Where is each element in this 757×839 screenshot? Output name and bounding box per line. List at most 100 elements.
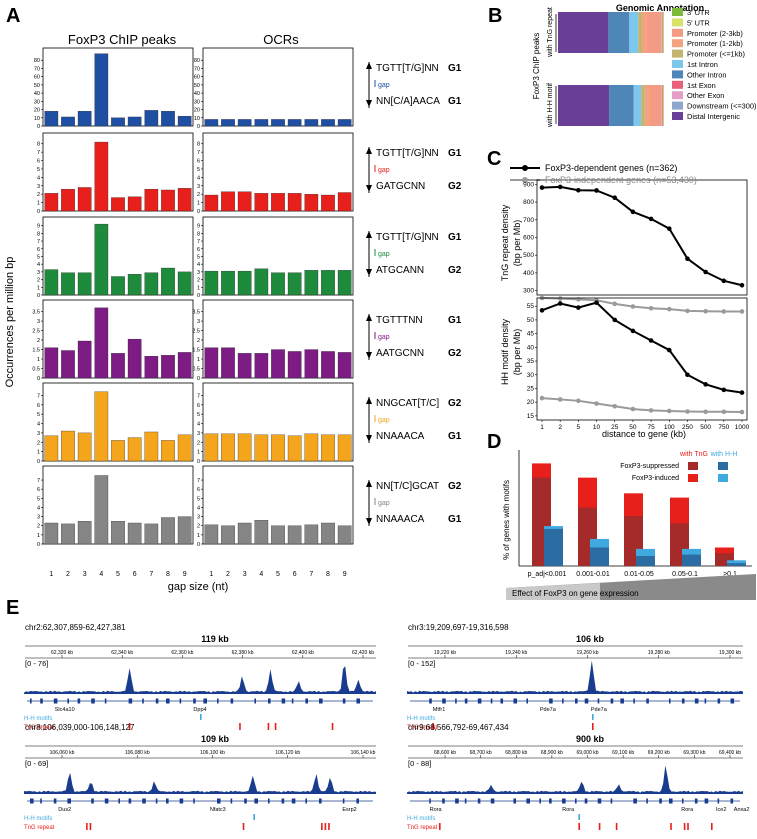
panel-a-motif-top: TGTTTNN	[376, 315, 423, 326]
panel-c-point	[685, 308, 690, 314]
panel-a-chip-bar	[161, 111, 175, 127]
panel-a-chip-bar	[177, 352, 192, 379]
panel-a-ytick-label: 6	[197, 487, 200, 493]
panel-a-chip-bar	[111, 276, 125, 296]
panel-e-gene-name: Ice2	[716, 807, 726, 813]
panel-c-xtick-label: 500	[700, 424, 711, 431]
panel-a-ocr-bar	[237, 270, 252, 296]
panel-e-exon	[281, 698, 286, 704]
panel-a-chip-bar	[111, 117, 125, 127]
panel-c-point	[612, 301, 618, 307]
panel-a-motif-top: TGTT[T/G]NN	[376, 148, 439, 159]
panel-e-ruler-label: 69,400 kb	[719, 750, 741, 756]
panel-b-legend-swatch	[672, 112, 683, 120]
panel-a-ocr-bar	[304, 194, 319, 212]
panel-b-segment	[662, 12, 664, 53]
panel-a-ytick-label: 0.5	[192, 367, 200, 373]
panel-a-ocr-bar	[221, 525, 235, 545]
panel-d-swatch-hh-induced	[718, 474, 728, 482]
panel-a-motif-top: TGTT[T/G]NN	[376, 63, 439, 74]
panel-c-point	[666, 347, 672, 353]
panel-a-ytick-label: 7	[197, 478, 200, 484]
panel-a-xtick-label: 9	[343, 571, 347, 578]
panel-e-tng-mark	[687, 823, 689, 830]
panel-a-ytick-label: 2	[197, 440, 200, 446]
panel-a-ytick-label: 40	[34, 91, 40, 97]
panel-c-point	[612, 195, 618, 200]
panel-a-xtick-label: 9	[183, 571, 187, 578]
panel-e-exon	[549, 698, 553, 704]
panel-a-motif-top: TGTT[T/G]NN	[376, 232, 439, 243]
panel-a-chip-bar	[177, 115, 192, 127]
panel-a-chip-bar	[177, 271, 192, 296]
panel-e-exon	[646, 798, 648, 804]
panel-a-ocr-bar	[271, 119, 285, 127]
panel-d-xtick-label: p_adj<0.001	[528, 571, 567, 578]
panel-e-exon	[67, 798, 71, 804]
panel-e-exon	[142, 698, 144, 704]
panel-e-exon	[668, 698, 671, 704]
panel-a-chip-bar	[161, 355, 175, 379]
panel-a-motif-arrow-up-icon	[366, 314, 372, 321]
panel-a-ytick-label: 0	[37, 459, 40, 465]
panel-e-tng-mark	[670, 823, 672, 830]
panel-a-chip-bar	[77, 272, 92, 296]
panel-e-hh-label: H-H motifs	[24, 716, 52, 722]
panel-b-legend-label: Downstream (<=300)	[687, 102, 756, 111]
panel-c-top-ylabel-2: (bp per Mb)	[512, 220, 522, 267]
panel-b-segment	[661, 12, 663, 53]
panel-e-gene-name: Slc4a10	[55, 707, 75, 713]
panel-b-legend-label: 5' UTR	[687, 18, 710, 27]
panel-e-exon	[513, 798, 517, 804]
panel-b-segment	[609, 85, 634, 126]
panel-a-motif-arrow-down-icon	[366, 185, 372, 192]
panel-e-exon	[305, 698, 308, 704]
panel-e-exon	[464, 698, 468, 704]
panel-a-ytick-label: 6	[37, 487, 40, 493]
panel-a-xtick-label: 3	[243, 571, 247, 578]
panel-c-point	[721, 409, 727, 415]
panel-a-ytick-label: 9	[37, 224, 40, 230]
panel-e-exon	[539, 798, 541, 804]
panel-a-chip-bar	[44, 269, 59, 296]
panel-c-plot-frame	[536, 297, 748, 421]
panel-c-ytick-label: 40	[527, 344, 535, 351]
panel-a-xtick-label: 6	[133, 571, 137, 578]
panel-a-chip-bar	[77, 340, 92, 379]
panel-b-legend-swatch	[672, 101, 683, 110]
panel-e-gene-name: Pde7a	[540, 707, 557, 713]
panel-b-legend-swatch	[672, 60, 683, 68]
panel-a-ytick-label: 40	[194, 91, 200, 97]
panel-e-tng-mark	[239, 723, 241, 730]
panel-a-ytick-label: 70	[194, 66, 200, 72]
panel-e-ruler-label: 68,800 kb	[505, 750, 527, 756]
panel-c-point	[630, 209, 636, 215]
panel-e-coverage-track	[24, 772, 376, 794]
panel-b-segment	[629, 12, 639, 53]
panel-c-legend-dot-dependent	[522, 165, 528, 171]
panel-c-point	[612, 317, 618, 323]
panel-a-ylabel: Occurrences per million bp	[4, 257, 16, 388]
panel-d-xtick-label: 0.05-0.1	[672, 571, 698, 578]
panel-c-point	[739, 409, 745, 415]
panel-a-right-title: OCRs	[263, 32, 299, 47]
panel-a-ytick-label: 0	[197, 542, 200, 548]
panel-c-ytick-label: 400	[523, 270, 534, 277]
panel-a-ocr-bar	[204, 433, 219, 462]
panel-e-tng-label: TnG repeat	[407, 725, 438, 731]
panel-a-ytick-label: 3	[197, 431, 200, 437]
panel-c-point	[685, 256, 690, 262]
panel-e-exon	[118, 798, 120, 804]
panel-a-gap-label: gap	[378, 82, 390, 89]
panel-a-chip-bar	[44, 347, 59, 379]
panel-a-ocr-bar	[337, 119, 352, 127]
panel-c-point	[557, 184, 563, 190]
panel-a-ytick-label: 1	[37, 201, 40, 207]
panel-e-exon	[155, 798, 158, 804]
panel-d-bar-hh-suppressed	[682, 554, 701, 566]
panel-a-chip-bar	[111, 197, 125, 212]
panel-e-span-size: 106 kb	[576, 634, 605, 644]
panel-d-header-hh: with H-H	[710, 451, 738, 458]
panel-a-group-bottom: G2	[448, 265, 462, 276]
panel-b-segment	[649, 85, 662, 126]
